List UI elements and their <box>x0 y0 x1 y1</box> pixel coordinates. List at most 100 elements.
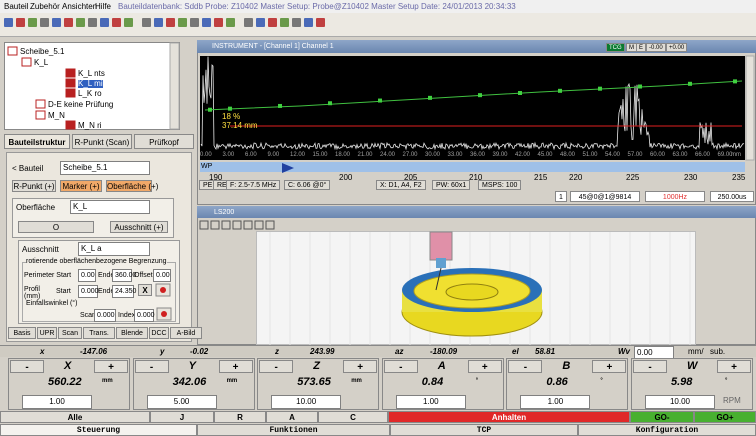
button[interactable]: Oberfläche (+) <box>106 180 152 192</box>
info-field: X: D1, A4, F2 <box>376 180 426 190</box>
menu-status: Bauteildatenbank: Sddb Probe: Z10402 Mas… <box>118 3 516 11</box>
input[interactable]: 0.000 <box>134 309 154 322</box>
menu-item[interactable]: Ansichten <box>62 3 97 11</box>
button[interactable]: X <box>138 284 152 296</box>
tree-item[interactable]: K_L nts <box>78 70 105 78</box>
bottom-tab[interactable]: Steuerung <box>0 424 197 436</box>
button[interactable]: Ausschnitt (+) <box>110 221 168 233</box>
tree-icon <box>36 100 45 108</box>
unit: mm/ <box>688 348 704 356</box>
form-tab[interactable]: A-Bild <box>170 327 202 339</box>
input[interactable]: K_L a <box>78 242 150 256</box>
ruler-label: 215 <box>534 174 547 182</box>
menu-item[interactable]: Bauteil <box>4 3 28 11</box>
axis-name: B <box>562 361 570 372</box>
axis-value: 5.98 <box>671 377 692 388</box>
axis-value: 342.06 <box>173 377 207 388</box>
coord-label: z <box>275 348 279 356</box>
tcg-control[interactable]: -0.00 <box>646 43 666 52</box>
plus-button[interactable]: + <box>468 360 502 373</box>
step-input[interactable]: 1.00 <box>520 395 590 409</box>
tree-item[interactable]: K_L mi <box>78 80 103 88</box>
x-axis-label: 63.00 <box>673 152 688 158</box>
form-tab[interactable]: Blende <box>116 327 148 339</box>
form-tab[interactable]: Trans. <box>83 327 115 339</box>
minus-button[interactable]: - <box>384 360 418 373</box>
x-axis-label: 24.00 <box>380 152 395 158</box>
action-button[interactable]: GO- <box>630 411 694 423</box>
toolbar-icon <box>304 18 313 27</box>
minus-button[interactable]: - <box>259 360 293 373</box>
tree-item[interactable]: M_N ri <box>78 122 102 130</box>
button[interactable]: O <box>18 221 94 233</box>
step-input[interactable]: 10.00 <box>645 395 715 409</box>
form-tab[interactable]: Scan <box>58 327 82 339</box>
tree-item[interactable]: L_K ro <box>78 90 102 98</box>
tcg-control[interactable]: +0.00 <box>666 43 687 52</box>
plus-button[interactable]: + <box>717 360 751 373</box>
axis-unit: mm <box>227 378 238 384</box>
step-input[interactable]: 10.00 <box>271 395 341 409</box>
bottom-tab[interactable]: Funktionen <box>197 424 390 436</box>
action-button[interactable]: Anhalten <box>388 411 630 423</box>
input[interactable]: Scheibe_5.1 <box>60 161 150 175</box>
minus-button[interactable]: - <box>135 360 169 373</box>
button[interactable]: Marker (+) <box>60 180 102 192</box>
tcg-point <box>598 87 602 91</box>
input[interactable]: 0.000 <box>94 309 116 322</box>
tree-icon <box>36 111 45 119</box>
tcg-control[interactable]: E <box>636 43 646 52</box>
bottom-tab[interactable]: TCP <box>390 424 578 436</box>
red-icon <box>161 311 167 317</box>
input[interactable]: 24.350 <box>112 285 134 298</box>
input[interactable]: K_L <box>70 200 150 214</box>
minus-button[interactable]: - <box>633 360 667 373</box>
step-input[interactable]: 1.00 <box>22 395 92 409</box>
coord-label: az <box>395 348 403 356</box>
input[interactable]: 0.00 <box>153 269 171 282</box>
tree-icon <box>66 121 75 129</box>
tree-item[interactable]: M_N <box>48 112 65 120</box>
minus-button[interactable]: - <box>10 360 44 373</box>
left-tab[interactable]: Prüfkopf <box>134 134 194 149</box>
form-tab[interactable]: Basis <box>8 327 36 339</box>
tree-item[interactable]: K_L <box>34 59 48 67</box>
tcg-control[interactable]: TCG <box>606 43 625 52</box>
x-axis-label: 60.00 <box>650 152 665 158</box>
menu-item[interactable]: Zubehör <box>30 3 60 11</box>
input[interactable]: 0.000 <box>78 285 98 298</box>
action-button[interactable]: R <box>214 411 266 423</box>
status-field: 1000Hz <box>645 191 705 202</box>
tree-item[interactable]: D-E keine Prüfung <box>48 101 113 109</box>
tree-item[interactable]: Scheibe_5.1 <box>20 48 64 56</box>
button[interactable]: R-Punkt (+) <box>12 180 56 192</box>
plus-button[interactable]: + <box>592 360 626 373</box>
axis-name: Y <box>189 361 196 372</box>
action-button[interactable]: J <box>150 411 214 423</box>
x-axis-label: 30.00 <box>425 152 440 158</box>
step-input[interactable]: 5.00 <box>147 395 217 409</box>
menu-item[interactable]: Hilfe <box>95 3 111 11</box>
part-hole <box>446 284 498 300</box>
form-tab[interactable]: DCC <box>149 327 169 339</box>
step-input[interactable]: 1.00 <box>396 395 466 409</box>
left-tab[interactable]: Bauteilstruktur <box>4 134 70 149</box>
minus-button[interactable]: - <box>508 360 542 373</box>
bottom-tab[interactable]: Konfiguration <box>578 424 756 436</box>
x-axis-label: 57.00 <box>628 152 643 158</box>
form-tab[interactable]: UPR <box>37 327 57 339</box>
coord-value: 243.99 <box>310 348 334 356</box>
action-button[interactable]: A <box>266 411 318 423</box>
plus-button[interactable]: + <box>219 360 253 373</box>
red-icon <box>160 287 166 293</box>
plus-button[interactable]: + <box>94 360 128 373</box>
toolbar-icon <box>244 221 252 229</box>
input[interactable]: 0.00 <box>78 269 96 282</box>
label: Index <box>118 312 135 319</box>
action-button[interactable]: Alle <box>0 411 150 423</box>
input[interactable]: 360.00 <box>112 269 132 282</box>
action-button[interactable]: GO+ <box>694 411 756 423</box>
action-button[interactable]: C <box>318 411 388 423</box>
plus-button[interactable]: + <box>343 360 377 373</box>
left-tab[interactable]: R-Punkt (Scan) <box>72 134 132 149</box>
